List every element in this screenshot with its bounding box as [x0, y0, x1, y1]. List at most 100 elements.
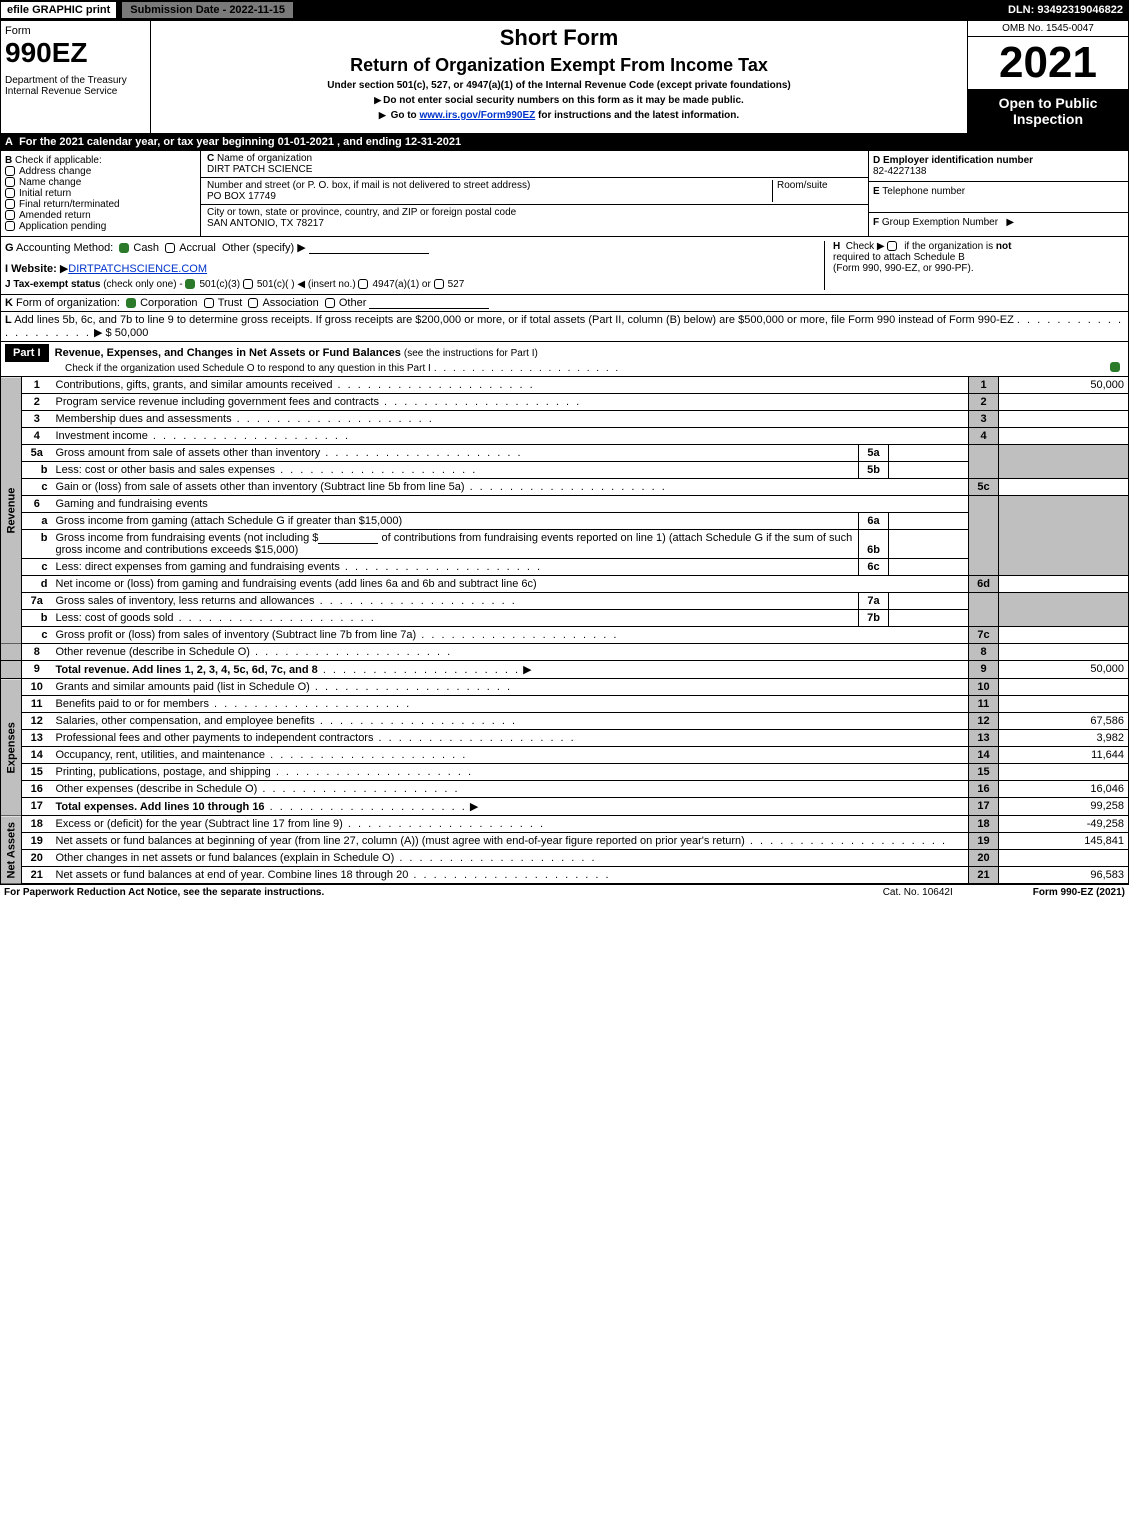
l7c-val [999, 627, 1129, 644]
k-other-blank[interactable] [369, 297, 489, 309]
part1-label: Part I [5, 344, 49, 362]
l10-num: 10 [22, 679, 52, 696]
letter-j: J [5, 279, 11, 290]
header-right: OMB No. 1545-0047 2021 Open to Public In… [968, 21, 1128, 133]
chk-501c3[interactable] [185, 279, 195, 289]
l2-lbl: 2 [969, 394, 999, 411]
under-section: Under section 501(c), 527, or 4947(a)(1)… [155, 80, 963, 91]
efile-print[interactable]: efile GRAPHIC print [0, 1, 117, 19]
l7a-il: 7a [859, 593, 889, 610]
revenue-table: Revenue 1Contributions, gifts, grants, a… [0, 377, 1129, 679]
form-header: Form 990EZ Department of the Treasury In… [0, 20, 1129, 134]
website-link[interactable]: DIRTPATCHSCIENCE.COM [68, 263, 207, 275]
letter-e: E [873, 186, 880, 197]
l3-text: Membership dues and assessments [56, 413, 232, 425]
revenue-sidebar: Revenue [1, 377, 22, 644]
l12-text: Salaries, other compensation, and employ… [56, 715, 315, 727]
l6c-num: c [22, 559, 52, 576]
j-o4: 527 [448, 279, 465, 290]
l11-text: Benefits paid to or for members [56, 698, 209, 710]
l4-num: 4 [22, 428, 52, 445]
chk-cash[interactable] [119, 243, 129, 253]
e-label: Telephone number [882, 186, 965, 197]
org-name: DIRT PATCH SCIENCE [207, 164, 312, 175]
chk-527[interactable] [434, 279, 444, 289]
l6c-text: Less: direct expenses from gaming and fu… [56, 561, 340, 573]
opt-amended: Amended return [19, 210, 91, 221]
l17-lbl: 17 [969, 798, 999, 816]
l4-text: Investment income [56, 430, 148, 442]
goto-post: for instructions and the latest informat… [538, 110, 739, 121]
chk-trust[interactable] [204, 298, 214, 308]
expenses-sidebar: Expenses [1, 679, 22, 816]
g-other: Other (specify) [222, 242, 294, 254]
j-o2ins: (insert no.) [308, 279, 356, 290]
omb-number: OMB No. 1545-0047 [968, 21, 1128, 37]
h-t4: (Form 990, 990-EZ, or 990-PF). [833, 263, 974, 274]
chk-name-change[interactable] [5, 177, 15, 187]
chk-address-change[interactable] [5, 166, 15, 176]
l13-num: 13 [22, 730, 52, 747]
h-t1: Check ▶ [846, 241, 885, 252]
chk-501c[interactable] [243, 279, 253, 289]
no-ssn-note: Do not enter social security numbers on … [155, 95, 963, 106]
org-city: SAN ANTONIO, TX 78217 [207, 218, 324, 229]
l6b-blank[interactable] [318, 532, 378, 544]
opt-address: Address change [19, 166, 91, 177]
chk-app-pending[interactable] [5, 221, 15, 231]
chk-initial-return[interactable] [5, 188, 15, 198]
submission-date: Submission Date - 2022-11-15 [121, 1, 294, 19]
g-accrual: Accrual [179, 242, 216, 254]
letter-b: B [5, 155, 12, 166]
h-t2: if the organization is [904, 241, 993, 252]
l12-lbl: 12 [969, 713, 999, 730]
l6d-text: Net income or (loss) from gaming and fun… [52, 576, 969, 593]
section-b: B Check if applicable: Address change Na… [1, 151, 201, 236]
l8-text: Other revenue (describe in Schedule O) [56, 646, 250, 658]
c-city-label: City or town, state or province, country… [207, 207, 516, 218]
k-o1: Corporation [140, 297, 197, 309]
l5c-val [999, 479, 1129, 496]
goto-link[interactable]: www.irs.gov/Form990EZ [419, 110, 535, 121]
l17-text: Total expenses. Add lines 10 through 16 [56, 801, 265, 813]
f-arrow: ▶ [1006, 217, 1014, 228]
chk-corp[interactable] [126, 298, 136, 308]
chk-final-return[interactable] [5, 199, 15, 209]
l7c-text: Gross profit or (loss) from sales of inv… [56, 629, 417, 641]
l20-text: Other changes in net assets or fund bala… [56, 852, 395, 864]
l6a-il: 6a [859, 513, 889, 530]
l6b-num: b [22, 530, 52, 559]
l10-lbl: 10 [969, 679, 999, 696]
line-a-text: For the 2021 calendar year, or tax year … [19, 136, 461, 148]
expenses-table: Expenses 10Grants and similar amounts pa… [0, 679, 1129, 816]
footer-mid: Cat. No. 10642I [883, 887, 953, 898]
k-o3: Association [262, 297, 318, 309]
chk-4947[interactable] [358, 279, 368, 289]
netassets-table: Net Assets 18Excess or (deficit) for the… [0, 816, 1129, 884]
l5b-text: Less: cost or other basis and sales expe… [56, 464, 276, 476]
section-c: C Name of organization DIRT PATCH SCIENC… [201, 151, 868, 236]
l7b-text: Less: cost of goods sold [56, 612, 174, 624]
chk-scheduleb[interactable] [887, 241, 897, 251]
l6-num: 6 [22, 496, 52, 513]
f-label: Group Exemption Number [882, 217, 998, 228]
section-def: D Employer identification number 82-4227… [868, 151, 1128, 236]
g-label: Accounting Method: [16, 242, 113, 254]
chk-assoc[interactable] [248, 298, 258, 308]
l5c-lbl: 5c [969, 479, 999, 496]
l21-text: Net assets or fund balances at end of ye… [56, 869, 409, 881]
l4-val [999, 428, 1129, 445]
l10-val [999, 679, 1129, 696]
letter-h: H [833, 241, 840, 252]
g-other-blank[interactable] [309, 242, 429, 254]
chk-other-org[interactable] [325, 298, 335, 308]
l16-lbl: 16 [969, 781, 999, 798]
irs-label: Internal Revenue Service [5, 86, 146, 97]
footer-right-bold: 990-EZ [1061, 887, 1094, 898]
short-form-title: Short Form [155, 25, 963, 51]
chk-scheduleo-part1[interactable] [1110, 362, 1120, 372]
chk-accrual[interactable] [165, 243, 175, 253]
chk-amended[interactable] [5, 210, 15, 220]
l8-lbl: 8 [969, 644, 999, 661]
l6d-lbl: 6d [969, 576, 999, 593]
